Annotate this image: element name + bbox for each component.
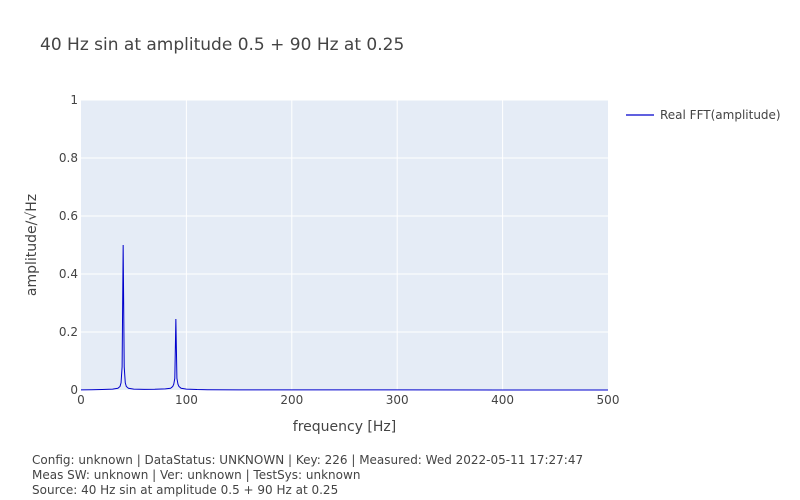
chart: 40 Hz sin at amplitude 0.5 + 90 Hz at 0.… — [24, 35, 781, 435]
y-axis-label: amplitude/√Hz — [24, 194, 40, 296]
plot-area[interactable] — [81, 100, 608, 390]
y-tick-label: 1 — [70, 93, 78, 107]
x-tick-label: 400 — [491, 393, 514, 407]
x-tick-label: 500 — [597, 393, 620, 407]
x-tick-label: 300 — [386, 393, 409, 407]
footer-line-config: Config: unknown | DataStatus: UNKNOWN | … — [32, 453, 584, 467]
x-ticks: 0 100 200 300 400 500 — [77, 393, 619, 407]
x-tick-label: 0 — [77, 393, 85, 407]
y-tick-label: 0.4 — [59, 267, 78, 281]
chart-title: 40 Hz sin at amplitude 0.5 + 90 Hz at 0.… — [40, 35, 404, 55]
x-tick-label: 200 — [280, 393, 303, 407]
x-axis-label: frequency [Hz] — [293, 419, 396, 435]
y-ticks: 0 0.2 0.4 0.6 0.8 1 — [59, 93, 78, 397]
y-tick-label: 0.6 — [59, 209, 78, 223]
footer-info: Config: unknown | DataStatus: UNKNOWN | … — [32, 453, 583, 498]
grid — [81, 99, 608, 390]
y-tick-label: 0.2 — [59, 325, 78, 339]
footer-line-source: Source: 40 Hz sin at amplitude 0.5 + 90 … — [32, 483, 339, 497]
y-tick-label: 0.8 — [59, 151, 78, 165]
legend-label: Real FFT(amplitude) — [660, 108, 781, 122]
footer-line-meas: Meas SW: unknown | Ver: unknown | TestSy… — [32, 468, 361, 482]
x-tick-label: 100 — [175, 393, 198, 407]
series-line-real-fft — [80, 244, 608, 391]
legend[interactable]: Real FFT(amplitude) — [626, 108, 781, 122]
y-tick-label: 0 — [70, 383, 78, 397]
